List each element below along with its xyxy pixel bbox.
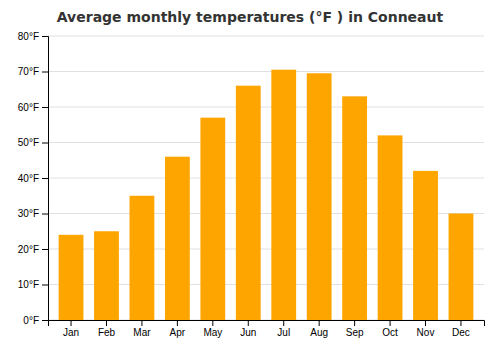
- tick-label: 0°F: [23, 315, 39, 326]
- tick-label: Jan: [63, 327, 79, 338]
- tick-label: 60°F: [18, 102, 39, 113]
- axis-line: [49, 321, 485, 327]
- title: Average monthly temperatures (°F ) in Co…: [57, 9, 444, 25]
- tick-mark: [42, 36, 48, 37]
- bar: [449, 214, 474, 321]
- tick-mark: [319, 320, 320, 326]
- tick: 60°F: [18, 102, 48, 113]
- bar: [413, 171, 438, 320]
- tick: Mar: [133, 320, 151, 338]
- tick-mark: [212, 320, 213, 326]
- tick-mark: [42, 249, 48, 250]
- tick: Aug: [310, 320, 328, 338]
- tick: Jun: [240, 320, 256, 338]
- bar: [342, 96, 367, 320]
- tick-label: 10°F: [18, 279, 39, 290]
- tick-label: Oct: [382, 327, 398, 338]
- tick-mark: [177, 320, 178, 326]
- tick-label: Mar: [133, 327, 151, 338]
- tick: Apr: [170, 320, 186, 338]
- bar: [378, 135, 403, 320]
- tick-mark: [42, 143, 48, 144]
- tick-label: 20°F: [18, 244, 39, 255]
- bar: [94, 231, 119, 320]
- tick-label: May: [203, 327, 222, 338]
- tick-label: Sep: [346, 327, 364, 338]
- tick: 30°F: [18, 208, 48, 219]
- tick-label: Dec: [452, 327, 470, 338]
- tick: 10°F: [18, 279, 48, 290]
- tick-mark: [71, 320, 72, 326]
- tick-label: Feb: [98, 327, 116, 338]
- bar: [130, 196, 155, 320]
- bar: [200, 118, 225, 320]
- tick-label: 40°F: [18, 173, 39, 184]
- tick-mark: [42, 285, 48, 286]
- tick: Jan: [63, 320, 79, 338]
- tick-mark: [42, 178, 48, 179]
- tick: 80°F: [18, 31, 48, 42]
- tick-label: 70°F: [18, 66, 39, 77]
- tick: 0°F: [23, 315, 48, 326]
- tick: Dec: [452, 320, 470, 338]
- grid: [48, 36, 484, 320]
- tick-mark: [42, 214, 48, 215]
- tick: May: [203, 320, 222, 338]
- grid-line: [48, 36, 484, 37]
- tick-mark: [42, 107, 48, 108]
- tick-mark: [390, 320, 391, 326]
- tick-label: 30°F: [18, 208, 39, 219]
- tick-label: Aug: [310, 327, 328, 338]
- tick-mark: [283, 320, 284, 326]
- grid-line: [48, 142, 484, 143]
- tick-mark: [248, 320, 249, 326]
- grid-line: [48, 71, 484, 72]
- bar: [236, 86, 261, 320]
- tick: 20°F: [18, 244, 48, 255]
- tick: Jul: [277, 320, 290, 338]
- tick: Feb: [98, 320, 116, 338]
- x-axis: Jan Feb Mar Apr May Jun Jul Aug Sep Oct Nov Dec: [49, 320, 485, 338]
- tick-label: Jun: [240, 327, 256, 338]
- tick-label: Apr: [170, 327, 186, 338]
- bar: [59, 235, 84, 320]
- tick: Oct: [382, 320, 398, 338]
- bar: [307, 73, 332, 320]
- bar: [271, 70, 296, 320]
- tick-mark: [42, 72, 48, 73]
- tick-mark: [354, 320, 355, 326]
- tick-mark: [425, 320, 426, 326]
- y-axis: 0°F 10°F 20°F 30°F 40°F 50°F 60°F 70°F 80°F: [18, 31, 49, 326]
- tick-mark: [141, 320, 142, 326]
- tick-mark: [42, 320, 48, 321]
- tick-mark: [460, 320, 461, 326]
- tick: Nov: [417, 320, 435, 338]
- tick-mark: [106, 320, 107, 326]
- tick-label: 80°F: [18, 31, 39, 42]
- grid-line: [48, 107, 484, 108]
- tick: 70°F: [18, 66, 48, 77]
- tick: 50°F: [18, 137, 48, 148]
- tick-label: Nov: [417, 327, 435, 338]
- tick-label: Jul: [277, 327, 290, 338]
- tick: 40°F: [18, 173, 48, 184]
- chart: Jan Feb Mar Apr May Jun Jul Aug Sep Oct Nov Dec 0°F 1…: [0, 0, 500, 350]
- tick-label: 50°F: [18, 137, 39, 148]
- bar: [165, 157, 190, 320]
- bars: [59, 70, 474, 320]
- axis-line: [42, 37, 49, 321]
- tick: Sep: [346, 320, 364, 338]
- plot: Jan Feb Mar Apr May Jun Jul Aug Sep Oct Nov Dec 0°F 1…: [18, 31, 485, 338]
